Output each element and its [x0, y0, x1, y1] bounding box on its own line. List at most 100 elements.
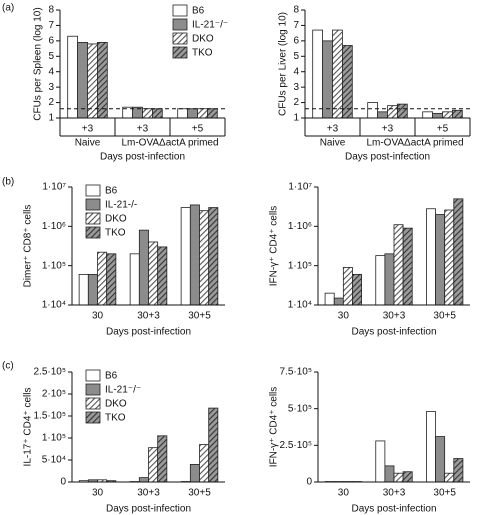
panel-label: (b)	[2, 177, 14, 188]
legend-swatch	[85, 184, 101, 197]
bar	[187, 108, 198, 119]
legend-swatch	[172, 4, 188, 17]
bar	[97, 42, 108, 119]
group-label: Lm-OVAΔactA primed	[121, 138, 218, 149]
bar	[197, 108, 208, 119]
x-axis-label: Days post-infection	[100, 152, 185, 163]
bar	[97, 251, 108, 306]
y-tick-label: 1·10⁴	[42, 300, 66, 311]
legend-swatch	[85, 212, 101, 225]
bar	[387, 105, 398, 119]
bar	[453, 458, 464, 483]
group-label: Lm-OVAΔactA primed	[366, 138, 463, 149]
y-tick-label: 1·10⁷	[288, 182, 312, 193]
bar	[206, 108, 218, 119]
bar	[208, 207, 219, 306]
y-axis-label: CFUs per Spleen (log 10)	[33, 7, 44, 120]
legend-label: DKO	[105, 214, 127, 225]
bar	[422, 111, 434, 119]
bar	[199, 210, 210, 306]
bar	[396, 103, 408, 119]
y-tick-label: 4	[48, 66, 54, 77]
x-tick-label: 30+3	[383, 311, 406, 322]
x-tick-label: 30+3	[137, 488, 160, 499]
bar	[426, 208, 436, 306]
bar	[442, 111, 453, 119]
bar	[180, 207, 191, 306]
y-tick-label: 2·10⁵	[42, 389, 66, 400]
x-tick-label: +5	[192, 124, 204, 135]
bar	[138, 229, 149, 306]
y-tick-label: 6	[48, 35, 54, 46]
x-axis-label: Days post-infection	[345, 152, 430, 163]
bar	[106, 253, 117, 306]
bar	[148, 241, 159, 306]
legend-label: B6	[192, 6, 205, 17]
bar	[208, 407, 219, 483]
y-tick-label: 2.5·10⁵	[34, 367, 67, 378]
legend-label: IL-21-/-	[105, 200, 137, 211]
y-tick-label: 1	[48, 113, 54, 124]
legend-swatch	[85, 369, 101, 382]
bar	[129, 253, 140, 306]
y-tick-label: 6	[293, 35, 299, 46]
bar	[451, 109, 463, 119]
y-axis-label: Dimer⁺ CD8⁺ cells	[23, 205, 34, 288]
bar	[157, 435, 168, 483]
bar	[142, 108, 153, 119]
bar	[177, 108, 188, 119]
y-tick-label: 2	[293, 97, 299, 108]
bar	[435, 214, 446, 306]
bar	[367, 102, 379, 119]
bar	[432, 112, 443, 119]
bar	[352, 273, 362, 306]
legend-label: TKO	[192, 48, 213, 59]
x-axis-label: Days post-infection	[106, 327, 191, 338]
bar	[341, 45, 353, 119]
x-tick-label: 30	[338, 488, 350, 499]
bar	[384, 253, 395, 306]
y-tick-label: 5·10⁴	[42, 455, 66, 466]
bar	[312, 29, 324, 119]
y-tick-label: 1·10⁵	[42, 260, 66, 271]
bar	[157, 246, 168, 306]
legend-swatch	[172, 32, 188, 45]
legend-swatch	[85, 397, 101, 410]
x-axis-label: Days post-infection	[351, 504, 436, 515]
y-tick-label: 3	[293, 82, 299, 93]
legend-label: TKO	[105, 228, 126, 239]
bar	[189, 463, 200, 483]
x-tick-label: 30+5	[188, 488, 211, 499]
y-tick-label: 4	[293, 66, 299, 77]
bar	[375, 255, 386, 306]
y-tick-label: 8	[293, 5, 299, 16]
legend-swatch	[85, 198, 101, 211]
bar	[87, 43, 98, 119]
y-tick-label: 3	[48, 82, 54, 93]
x-tick-label: 30+3	[137, 311, 160, 322]
panel-label: (a)	[2, 3, 14, 14]
bar	[332, 29, 343, 119]
bar	[87, 273, 98, 306]
bar	[322, 40, 333, 119]
legend-label: DKO	[105, 399, 127, 410]
x-tick-label: +3	[82, 124, 94, 135]
bar	[333, 297, 344, 306]
bar	[148, 447, 159, 483]
bar	[426, 411, 436, 483]
y-tick-label: 5	[293, 51, 299, 62]
y-tick-label: 1·10⁶	[288, 221, 312, 232]
legend-label: TKO	[105, 413, 126, 424]
bar	[453, 198, 464, 306]
y-axis-label: IFN-γ⁺ CD4⁺ cells	[269, 206, 280, 287]
x-tick-label: 30+5	[188, 311, 211, 322]
bar	[342, 267, 353, 306]
x-tick-label: 30+3	[383, 488, 406, 499]
bar	[67, 35, 78, 119]
bar	[78, 273, 89, 306]
x-axis-label: Days post-infection	[351, 327, 436, 338]
bar	[77, 42, 88, 119]
x-tick-label: 30+5	[433, 488, 456, 499]
